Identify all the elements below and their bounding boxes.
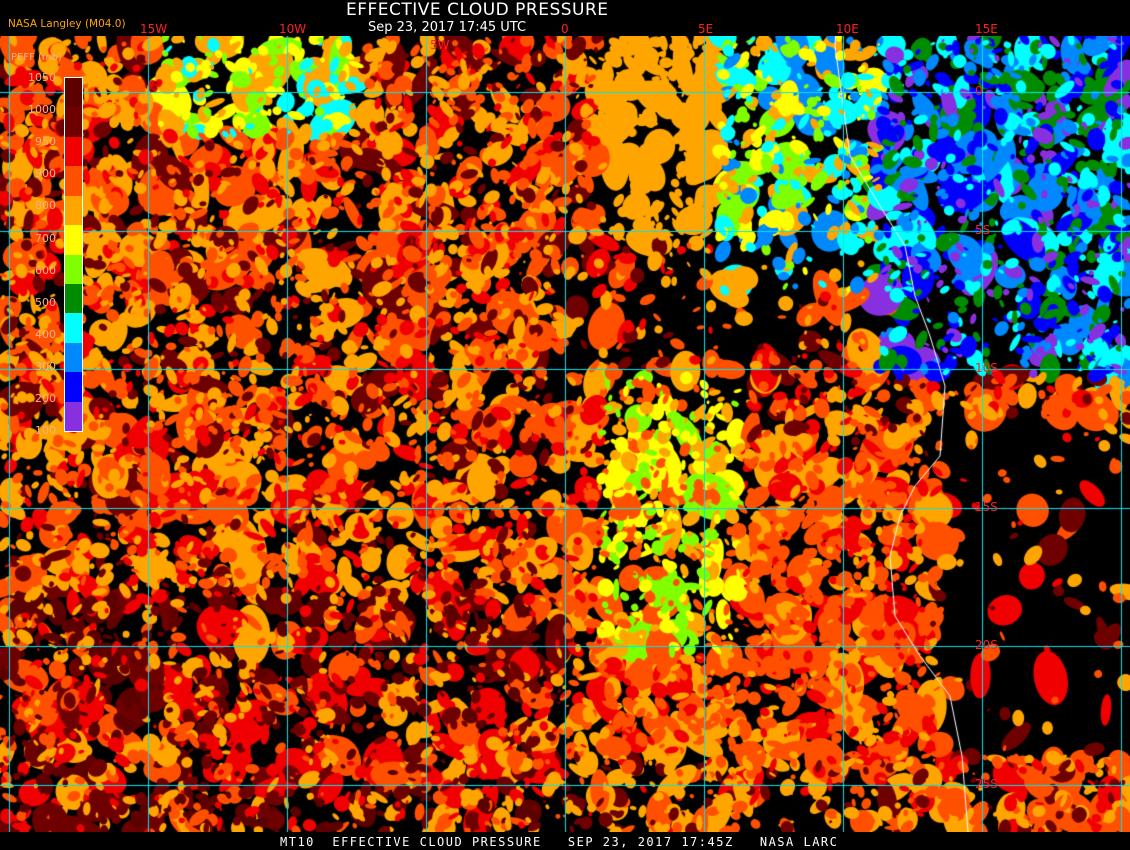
latitude-label: 0: [975, 84, 983, 98]
latitude-label: 10S: [975, 361, 998, 375]
legend-color-swatch: [65, 195, 82, 226]
legend-tick-label: 700: [35, 231, 56, 245]
legend-color-swatch: [65, 225, 82, 255]
map-timestamp: Sep 23, 2017 17:45 UTC: [368, 20, 527, 35]
longitude-label: 10W: [279, 22, 307, 36]
longitude-label: 5W: [430, 38, 450, 52]
legend-tick-label: 400: [35, 327, 56, 341]
legend-color-swatch: [65, 342, 82, 373]
legend-color-swatch: [65, 372, 82, 402]
legend-color-swatch: [65, 401, 82, 432]
map-title: EFFECTIVE CLOUD PRESSURE: [346, 0, 609, 20]
legend-color-swatch: [65, 78, 82, 108]
latitude-label: 15S: [975, 500, 998, 514]
legend-tick-label: 200: [35, 392, 56, 405]
latitude-label: 25S: [975, 777, 998, 791]
longitude-label: 5E: [698, 22, 714, 36]
legend-tick-label: 800: [35, 199, 56, 213]
legend-tick-label: 300: [35, 359, 56, 373]
legend-tick-label: 1000: [28, 103, 56, 117]
legend-tick-label: 1050: [28, 71, 56, 84]
color-scale-legend: PEFF (mb) 1050 1000 950 900 800 700 600 500 400 3…: [8, 52, 83, 440]
legend-tick-label: 900: [35, 167, 56, 181]
longitude-label: 0: [561, 22, 569, 36]
legend-title: PEFF (mb): [11, 52, 62, 63]
legend-color-swatch: [65, 254, 82, 284]
legend-color-bar: [64, 77, 83, 432]
legend-tick-label: 500: [35, 295, 56, 309]
legend-color-swatch: [65, 136, 82, 167]
legend-tick-label: 950: [35, 135, 56, 149]
legend-color-swatch: [65, 283, 82, 314]
longitude-label: 15W: [140, 22, 168, 36]
legend-tick-label: 100: [35, 424, 56, 438]
legend-color-swatch: [65, 313, 82, 343]
longitude-label: 10E: [836, 22, 859, 36]
legend-tick-label: 600: [35, 263, 56, 277]
latitude-label: 5S: [975, 223, 991, 237]
footer-caption: MT10 EFFECTIVE CLOUD PRESSURE SEP 23, 20…: [280, 835, 839, 849]
legend-color-swatch: [65, 166, 82, 196]
product-credit: NASA Langley (M04.0): [8, 18, 126, 30]
longitude-label: 15E: [975, 22, 998, 36]
cloud-pressure-map: [0, 36, 1130, 832]
latitude-label: 20S: [975, 638, 998, 652]
legend-color-swatch: [65, 107, 82, 137]
